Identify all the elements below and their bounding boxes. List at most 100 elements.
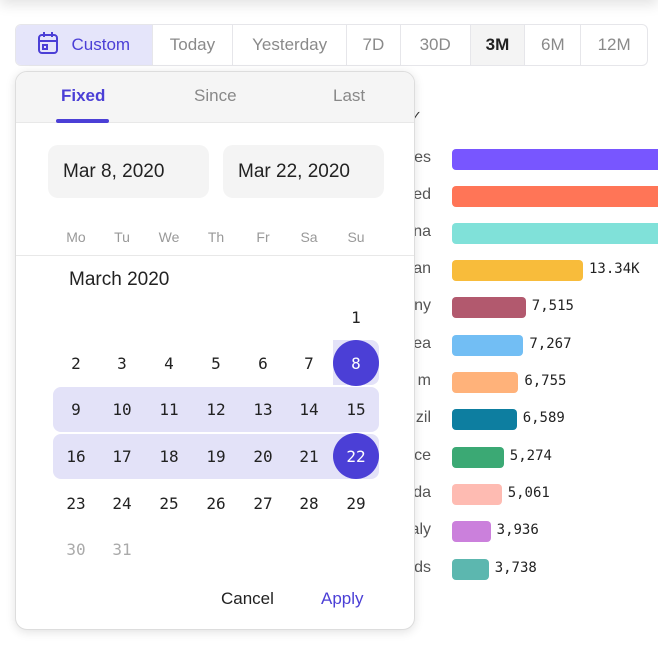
category-label: da (413, 484, 431, 501)
apply-button[interactable]: Apply (321, 589, 364, 608)
bar[interactable] (452, 521, 491, 542)
day-4[interactable]: 4 (164, 353, 174, 373)
day-19[interactable]: 19 (206, 446, 226, 466)
day-8[interactable]: 8 (333, 340, 379, 386)
category-label: ed (413, 186, 431, 203)
segment-3m[interactable]: 3M (470, 25, 526, 65)
value-label: 6,755 (524, 373, 567, 389)
month-title: March 2020 (69, 269, 170, 290)
day-14[interactable]: 14 (299, 399, 319, 419)
value-label: 5,061 (507, 485, 550, 501)
segment-6m[interactable]: 6M (525, 25, 582, 65)
segment-label: 6M (540, 35, 565, 54)
value-label: 3,936 (496, 522, 539, 538)
day-3[interactable]: 3 (117, 353, 127, 373)
tab-fixed[interactable]: Fixed (61, 86, 106, 105)
day-28[interactable]: 28 (299, 493, 319, 513)
day-9[interactable]: 9 (71, 399, 81, 419)
segment-label: 3M (485, 35, 510, 54)
weekday-label: Su (347, 229, 365, 245)
category-label: es (414, 149, 431, 166)
range-highlight (53, 387, 379, 432)
day-6[interactable]: 6 (258, 353, 268, 373)
day-24[interactable]: 24 (112, 493, 132, 513)
day-7[interactable]: 7 (304, 353, 314, 373)
segment-custom[interactable]: Custom (16, 25, 153, 65)
category-label: an (413, 260, 431, 277)
day-18[interactable]: 18 (159, 446, 179, 466)
segment-label: Today (169, 35, 216, 54)
segment-12m[interactable]: 12M (581, 25, 647, 65)
category-label: zil (415, 409, 431, 426)
cancel-button[interactable]: Cancel (221, 589, 274, 608)
category-label: ea (413, 335, 431, 352)
value-label: 3,738 (494, 560, 537, 576)
value-label: 5,274 (509, 448, 552, 464)
day-26[interactable]: 26 (206, 493, 226, 513)
day-15[interactable]: 15 (346, 399, 366, 419)
day-29[interactable]: 29 (346, 493, 366, 513)
day-21[interactable]: 21 (299, 446, 319, 466)
active-tab-indicator (56, 119, 109, 123)
tab-since[interactable]: Since (194, 86, 237, 105)
bar[interactable] (452, 149, 658, 170)
category-label: ny (414, 297, 431, 314)
weekday-label: We (158, 229, 180, 245)
start-date-input[interactable]: Mar 8, 2020 (48, 145, 209, 198)
segment-label: 7D (362, 35, 385, 54)
day-12[interactable]: 12 (206, 399, 226, 419)
day-25[interactable]: 25 (159, 493, 179, 513)
range-highlight (53, 434, 379, 479)
segment-label: 12M (597, 35, 631, 54)
segment-label: 30D (419, 35, 451, 54)
segment-30d[interactable]: 30D (401, 25, 471, 65)
category-label: na (413, 223, 431, 240)
segment-7d[interactable]: 7D (347, 25, 401, 65)
date-picker-popover: Fixed Since Last Mar 8, 2020 Mar 22, 202… (15, 71, 415, 630)
bar[interactable] (452, 223, 658, 244)
calendar-icon (37, 31, 59, 60)
day-23[interactable]: 23 (66, 493, 86, 513)
day-11[interactable]: 11 (159, 399, 179, 419)
category-label: aly (410, 521, 431, 538)
bar[interactable] (452, 335, 524, 356)
day-30[interactable]: 30 (66, 539, 86, 559)
value-label: 6,589 (522, 410, 565, 426)
day-1[interactable]: 1 (351, 307, 361, 327)
day-31[interactable]: 31 (112, 539, 132, 559)
value-label: 7,267 (529, 336, 572, 352)
day-27[interactable]: 27 (253, 493, 273, 513)
bar[interactable] (452, 297, 526, 318)
segment-label: Yesterday (252, 35, 328, 54)
tab-last[interactable]: Last (333, 86, 366, 105)
bar[interactable] (452, 559, 489, 580)
segment-label: Custom (71, 35, 131, 54)
day-22[interactable]: 22 (333, 433, 379, 479)
day-10[interactable]: 10 (112, 399, 132, 419)
value-label: 7,515 (531, 298, 574, 314)
divider (16, 255, 414, 256)
day-16[interactable]: 16 (66, 446, 86, 466)
weekday-label: Th (207, 229, 225, 245)
day-17[interactable]: 17 (112, 446, 132, 466)
day-5[interactable]: 5 (211, 353, 221, 373)
category-label: ce (414, 447, 431, 464)
value-label: 13.34K (589, 261, 640, 277)
picker-tabs: Fixed Since Last (16, 72, 414, 123)
day-2[interactable]: 2 (71, 353, 81, 373)
category-label: ds (414, 559, 431, 576)
day-13[interactable]: 13 (253, 399, 273, 419)
segment-yesterday[interactable]: Yesterday (233, 25, 347, 65)
bar[interactable] (452, 447, 504, 468)
bar[interactable] (452, 484, 502, 505)
bar[interactable] (452, 186, 658, 207)
weekday-label: Mo (66, 229, 86, 245)
day-20[interactable]: 20 (253, 446, 273, 466)
segment-today[interactable]: Today (153, 25, 234, 65)
weekday-label: Fr (256, 229, 270, 245)
bar[interactable] (452, 409, 517, 430)
bar[interactable] (452, 260, 583, 281)
date-range-segmented-control: Custom Today Yesterday 7D 30D 3M 6M 12M (15, 24, 648, 66)
bar[interactable] (452, 372, 519, 393)
end-date-input[interactable]: Mar 22, 2020 (223, 145, 384, 198)
